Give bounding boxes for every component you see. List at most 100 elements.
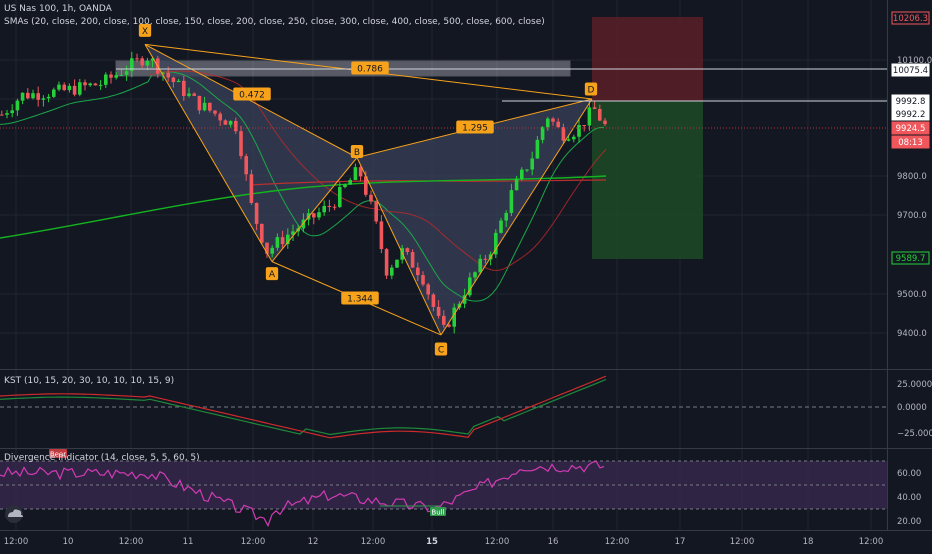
candle [223,119,228,125]
time-label: 12:00 [241,537,266,547]
candle-body [93,83,98,86]
candle-body [369,194,373,202]
candle-body [540,127,545,140]
candle-body [301,219,306,229]
time-axis[interactable]: 12:00 10 12:00 11 12:00 12 12:00 15 12:00 16 12:00… [4,537,884,547]
candle-body [145,60,150,66]
candle [265,242,269,258]
candle [161,72,165,81]
candle [36,86,40,107]
time-label: 12:00 [361,537,386,547]
candle-body [468,277,472,296]
candle [348,177,352,185]
candle-body [265,242,269,254]
time-label: 16 [548,537,559,547]
bull-badge: Bull [430,507,446,517]
candle [98,80,103,90]
candle [192,92,196,97]
point-b-badge: B [350,145,364,158]
candle [395,259,399,269]
candle [5,110,9,119]
price-tag-text: 9924.5 [896,124,926,134]
candle-body [104,74,108,85]
candle [202,96,207,112]
candle-body [390,267,394,276]
kst-legend[interactable]: KST (10, 15, 20, 30, 10, 10, 10, 15, 9) [4,376,175,386]
candle-body [338,187,342,207]
rsi-line[interactable]: Bear Bull [0,449,605,528]
candle [504,210,508,228]
candle [62,82,66,92]
point-b-badge-bg [350,145,364,158]
candle [379,215,384,254]
candle-body [343,184,347,188]
price-tag-text: 10206.3 [893,14,928,24]
time-label: 10 [63,537,74,547]
leg-ab [271,157,358,262]
candle [572,134,576,143]
divergence-legend[interactable]: Divergence Indicator (14, close, 5, 5, 6… [4,453,200,463]
kst-indicator[interactable] [0,375,607,439]
candle-body [504,212,508,221]
ratio-xd-badge: 0.786 [351,61,389,75]
candle-body [239,131,243,157]
price-tag-text: 10075.4 [893,66,928,76]
harmonic-pattern-labels: X A B C D 0.472 1.344 1.295 0.786 [138,23,598,356]
time-label: 17 [675,537,686,547]
price-scale[interactable]: 10100.0 9800.0 9700.0 9500.0 9400.0 10206.3 10… [891,11,932,527]
candle-body [291,231,295,235]
candle-body [520,169,524,180]
point-d-badge-bg [584,82,598,96]
candle [52,87,56,99]
symbol-title[interactable]: US Nas 100, 1h, OANDA [4,4,112,14]
candle-body [176,80,181,83]
candle-body [202,102,207,111]
sma-legend[interactable]: SMAs (20, close, 200, close, 100, close,… [4,17,545,27]
candle [322,200,326,216]
candle [93,82,98,86]
candle [130,51,134,78]
candle-body [166,72,170,78]
candle [556,118,560,128]
candle [275,233,280,251]
candle-body [187,93,191,96]
ratio-bd-badge-text: 1.295 [462,124,488,134]
ratio-xd-badge-bg [351,61,389,75]
candle-body [379,221,384,250]
candle-body [161,72,165,74]
candle-body [525,169,529,171]
bear-badge: Bear [49,449,67,459]
price-tag-bg [891,63,930,77]
candle-body [421,275,425,285]
candle [426,282,430,300]
candle [176,78,181,83]
candle [135,53,139,63]
candle [603,118,607,127]
candle-body [312,213,316,218]
candle-body [254,202,259,224]
candle-body [140,58,144,66]
ratio-bd-badge: 1.295 [456,120,494,134]
candle [57,81,61,92]
rsi-tick-label: 40.00 [897,493,921,503]
time-label: 12:00 [4,537,29,547]
price-tag-text: 08:13 [898,138,923,148]
candle-body [135,58,139,60]
cloud-logo-icon[interactable] [5,505,23,523]
candle-body [57,84,61,90]
candle [244,153,248,181]
candle [291,224,295,241]
candle [249,169,254,205]
candle [20,92,25,105]
candle-body [83,82,87,86]
horizontal-levels[interactable] [0,68,887,129]
candle [286,228,290,249]
candle [145,57,150,71]
take-profit-zone[interactable] [592,101,703,259]
stop-loss-zone[interactable] [592,17,703,101]
candle-body [124,71,129,75]
rsi-tick-label: 60.00 [897,469,921,479]
ratio-bd-badge-bg [456,120,494,134]
candle-body [592,107,597,109]
